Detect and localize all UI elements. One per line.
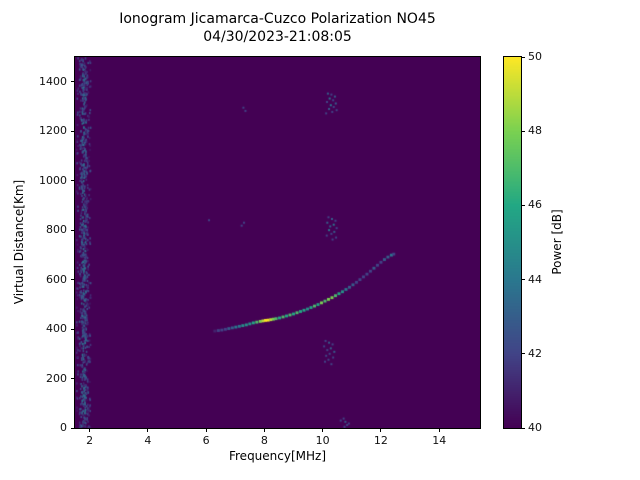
y-tick-label: 400 xyxy=(46,322,67,336)
x-tick-label: 4 xyxy=(144,434,152,447)
y-tick-label: 1400 xyxy=(39,74,67,88)
y-tick-label: 600 xyxy=(46,272,67,286)
colorbar-tick-label: 46 xyxy=(528,198,542,212)
x-tick-mark xyxy=(89,428,91,432)
x-tick-mark xyxy=(147,428,149,432)
y-tick-label: 1000 xyxy=(39,173,67,187)
x-tick-mark xyxy=(380,428,382,432)
y-tick-mark xyxy=(71,427,75,429)
x-tick-mark xyxy=(438,428,440,432)
chart-subtitle-timestamp: 04/30/2023-21:08:05 xyxy=(203,29,352,45)
y-tick-mark xyxy=(71,328,75,330)
x-tick-mark xyxy=(263,428,265,432)
chart-title: Ionogram Jicamarca-Cuzco Polarization NO… xyxy=(119,11,436,27)
y-tick-label: 0 xyxy=(60,421,67,434)
y-tick-mark xyxy=(71,279,75,281)
colorbar-tick-label: 42 xyxy=(528,346,542,360)
y-tick-mark xyxy=(71,180,75,182)
x-axis-label: Frequency[MHz] xyxy=(228,449,327,463)
colorbar-tick-label: 48 xyxy=(528,124,542,138)
colorbar-tick-mark xyxy=(521,353,525,355)
y-tick-mark xyxy=(71,81,75,83)
x-tick-label: 12 xyxy=(373,434,388,447)
x-tick-label: 2 xyxy=(86,434,94,447)
colorbar-label: Power [dB] xyxy=(550,209,564,275)
colorbar-tick-label: 40 xyxy=(528,421,542,434)
y-axis-label: Virtual Distance[Km] xyxy=(12,179,26,305)
x-tick-mark xyxy=(322,428,324,432)
colorbar-tick-mark xyxy=(521,130,525,132)
colorbar-tick-mark xyxy=(521,427,525,429)
y-tick-mark xyxy=(71,378,75,380)
y-tick-label: 800 xyxy=(46,223,67,237)
x-tick-label: 14 xyxy=(432,434,447,447)
y-tick-label: 1200 xyxy=(39,124,67,138)
plot-canvas xyxy=(74,56,481,429)
colorbar-tick-mark xyxy=(521,204,525,206)
x-tick-label: 6 xyxy=(202,434,210,447)
y-tick-label: 200 xyxy=(46,371,67,385)
colorbar-tick-label: 50 xyxy=(528,50,542,63)
colorbar-tick-mark xyxy=(521,56,525,58)
y-tick-mark xyxy=(71,229,75,231)
colorbar-canvas xyxy=(503,56,522,429)
x-tick-label: 10 xyxy=(315,434,330,447)
y-tick-mark xyxy=(71,130,75,132)
x-tick-label: 8 xyxy=(260,434,268,447)
colorbar-tick-mark xyxy=(521,279,525,281)
colorbar-tick-label: 44 xyxy=(528,272,542,286)
x-tick-mark xyxy=(205,428,207,432)
